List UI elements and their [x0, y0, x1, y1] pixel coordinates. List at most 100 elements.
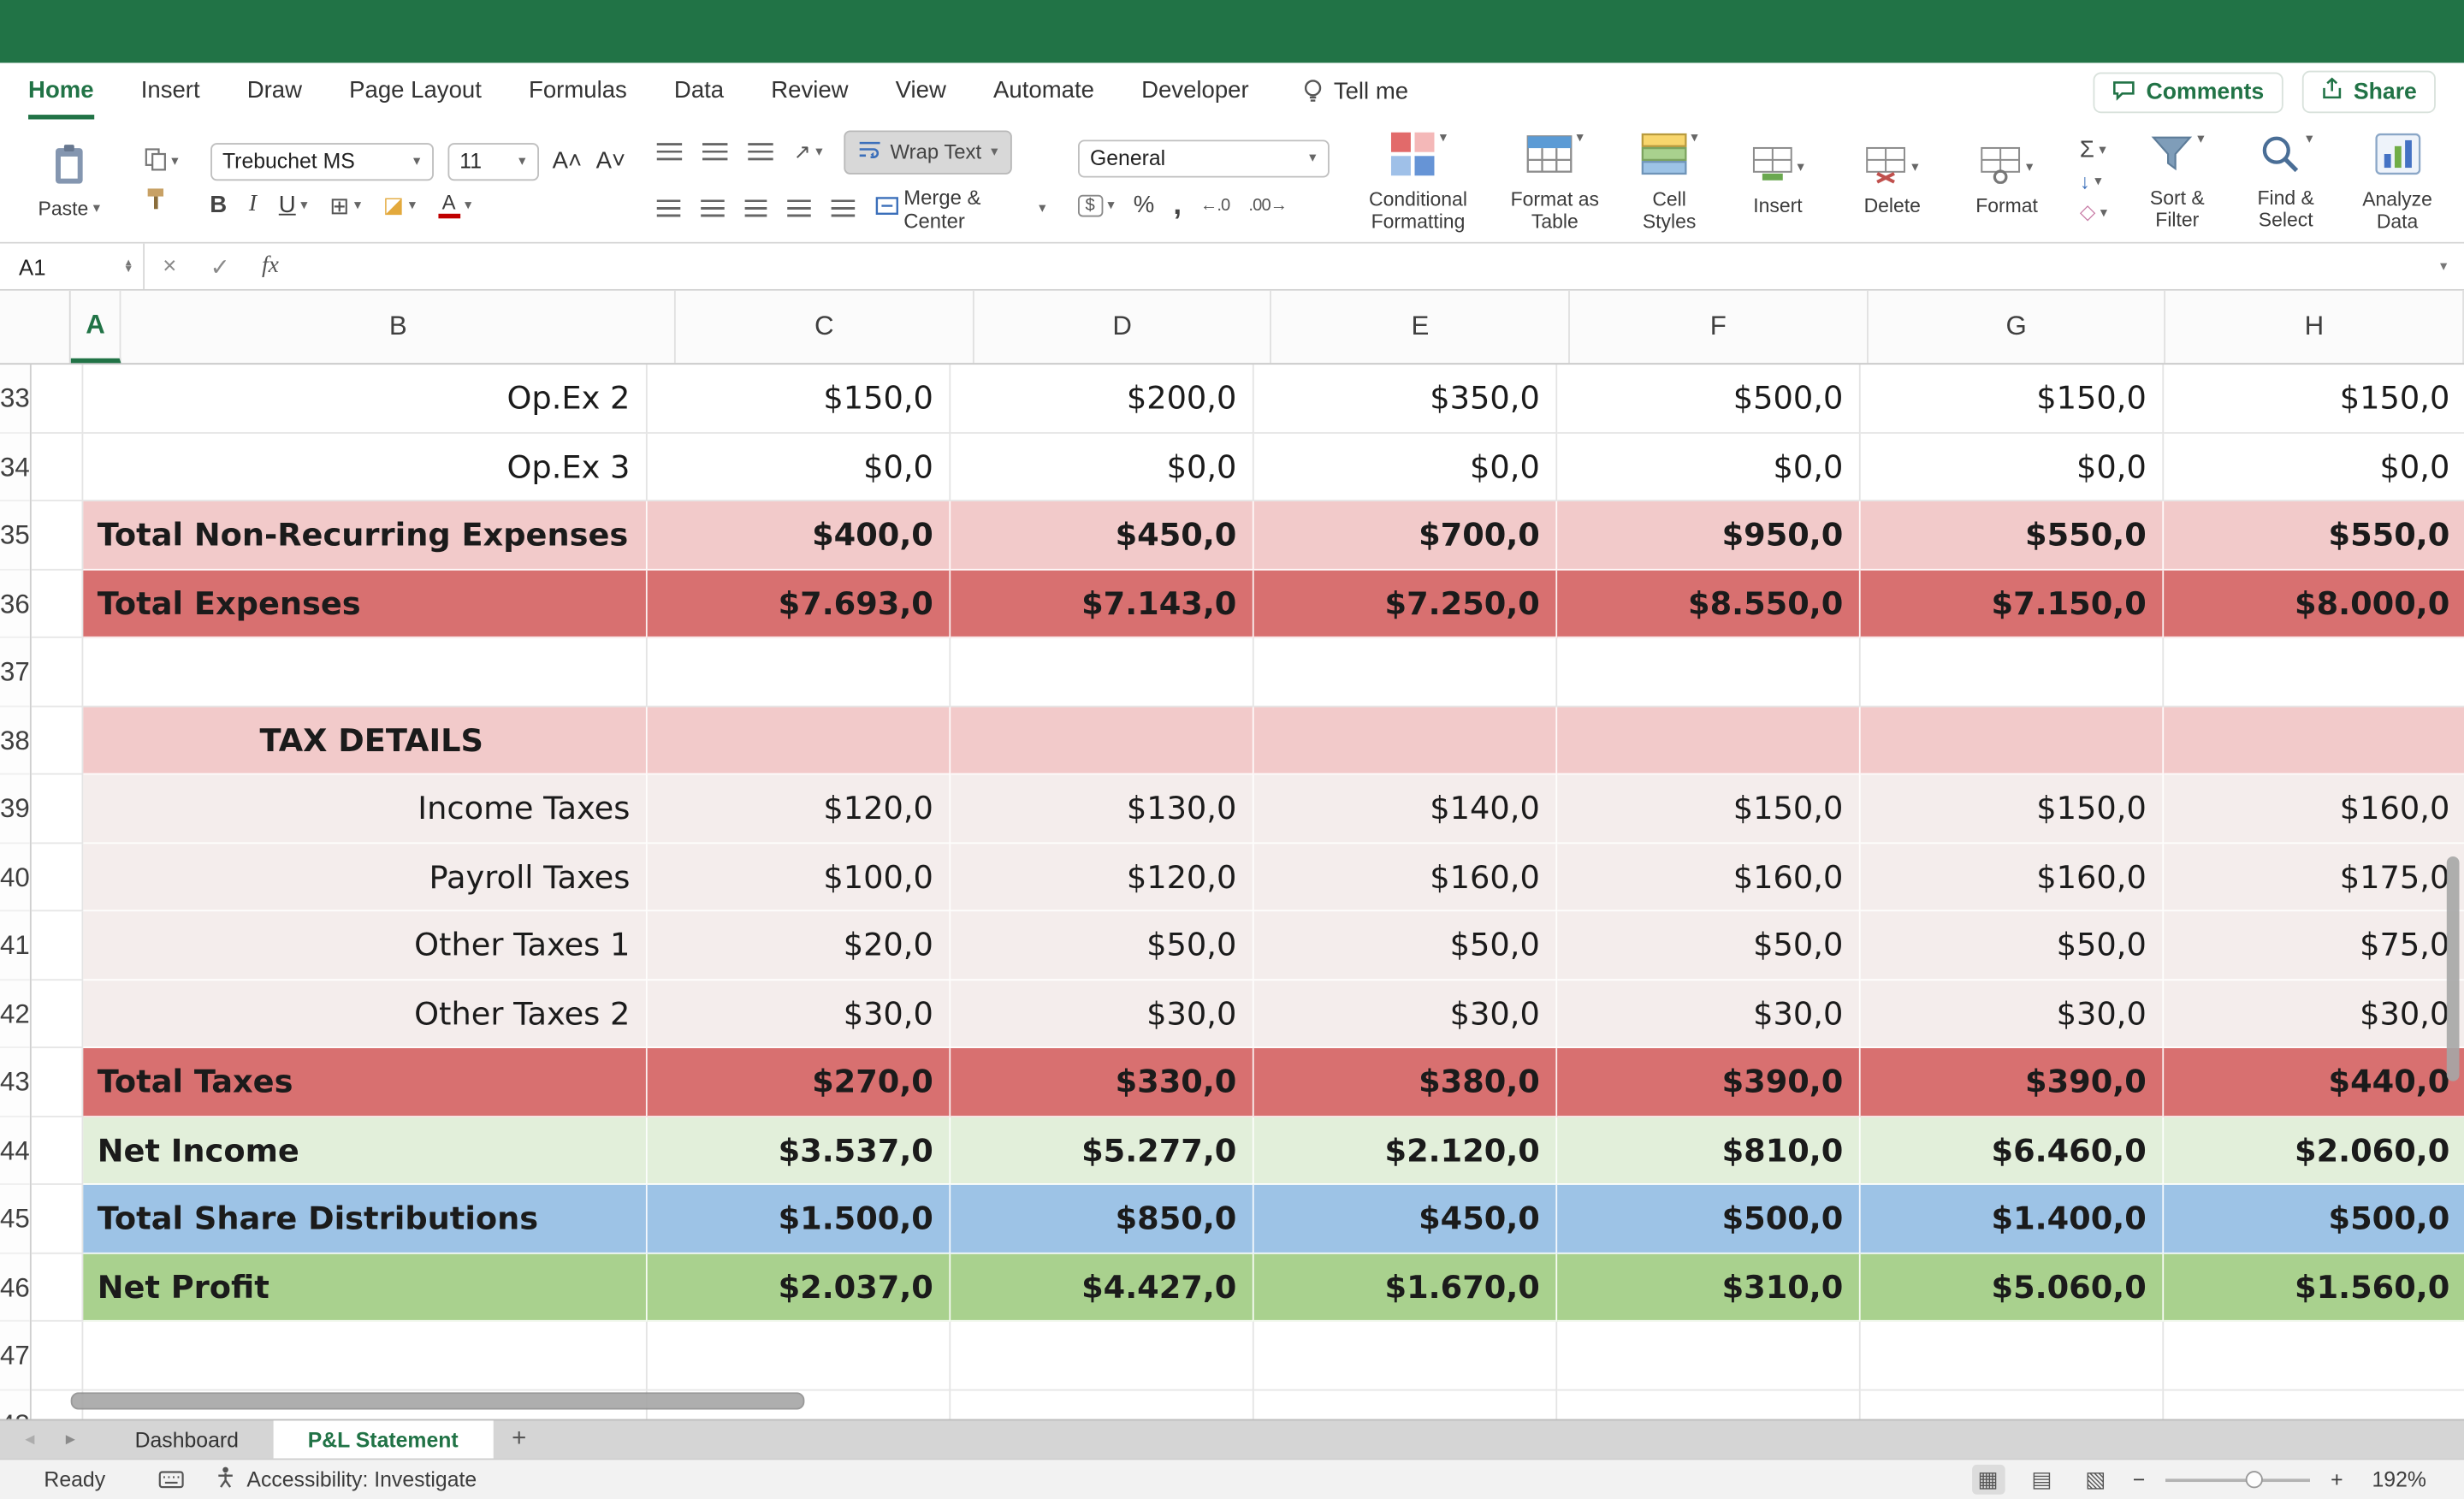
cell-C40[interactable]: $100,0	[647, 843, 951, 912]
cell-F34[interactable]: $0,0	[1557, 433, 1861, 501]
cell-B40[interactable]: Payroll Taxes	[83, 843, 648, 912]
cell-A43[interactable]	[31, 1048, 84, 1117]
cell-H45[interactable]: $500,0	[2164, 1184, 2464, 1253]
cell-E45[interactable]: $450,0	[1253, 1184, 1558, 1253]
column-header-G[interactable]: G	[1868, 290, 2166, 364]
cell-F43[interactable]: $390,0	[1557, 1048, 1861, 1117]
cell-D40[interactable]: $120,0	[951, 843, 1254, 912]
cell-D41[interactable]: $50,0	[951, 911, 1254, 981]
cell-D33[interactable]: $200,0	[951, 364, 1254, 434]
cell-A34[interactable]	[31, 433, 84, 501]
cell-E48[interactable]	[1254, 1389, 1558, 1419]
decrease-font-size-button[interactable]: A˅	[595, 147, 626, 175]
row-number-37[interactable]: 37	[0, 638, 30, 707]
cell-E36[interactable]: $7.250,0	[1253, 569, 1558, 638]
column-header-D[interactable]: D	[974, 290, 1272, 364]
cell-E44[interactable]: $2.120,0	[1253, 1116, 1558, 1185]
cell-H35[interactable]: $550,0	[2164, 501, 2464, 570]
column-header-F[interactable]: F	[1570, 290, 1869, 364]
align-bottom-icon[interactable]	[748, 143, 773, 161]
increase-decimal-button[interactable]: ←.0	[1200, 195, 1230, 215]
cell-D35[interactable]: $450,0	[951, 501, 1254, 570]
zoom-level[interactable]: 192%	[2372, 1467, 2426, 1492]
format-painter-button[interactable]	[145, 187, 179, 215]
cell-A39[interactable]	[31, 774, 84, 844]
cell-C44[interactable]: $3.537,0	[647, 1116, 951, 1185]
cell-F35[interactable]: $950,0	[1557, 501, 1861, 570]
accounting-format-button[interactable]: $ ▾	[1077, 193, 1115, 216]
next-sheet-icon[interactable]: ►	[62, 1431, 79, 1449]
wrap-text-button[interactable]: Wrap Text ▾	[843, 129, 1012, 174]
cell-E43[interactable]: $380,0	[1253, 1048, 1558, 1117]
decrease-indent-icon[interactable]	[788, 199, 812, 217]
clear-button[interactable]: ◇ ▾	[2080, 199, 2107, 224]
insert-function-button[interactable]: fx	[261, 252, 279, 279]
select-all-corner[interactable]	[0, 290, 71, 364]
ribbon-tab-page-layout[interactable]: Page Layout	[349, 76, 482, 104]
cell-C42[interactable]: $30,0	[647, 980, 951, 1049]
align-center-icon[interactable]	[700, 199, 725, 217]
cell-H46[interactable]: $1.560,0	[2164, 1253, 2464, 1322]
row-number-47[interactable]: 47	[0, 1322, 30, 1390]
cell-E38[interactable]	[1253, 706, 1558, 775]
sheet-tab-dashboard[interactable]: Dashboard	[134, 1427, 239, 1452]
conditional-formatting-button[interactable]: ▾ Conditional Formatting	[1360, 129, 1476, 232]
cell-G45[interactable]: $1.400,0	[1860, 1184, 2165, 1253]
row-number-33[interactable]: 33	[0, 364, 30, 434]
orientation-button[interactable]: ↗ ▾	[794, 139, 823, 164]
delete-cells-button[interactable]: ▾ Delete	[1851, 145, 1934, 216]
fill-button[interactable]: ↓ ▾	[2080, 169, 2107, 193]
cell-D38[interactable]	[951, 706, 1254, 775]
cell-F42[interactable]: $30,0	[1557, 980, 1861, 1049]
cell-G36[interactable]: $7.150,0	[1860, 569, 2165, 638]
zoom-in-button[interactable]: +	[2331, 1467, 2343, 1492]
cell-H37[interactable]	[2164, 638, 2464, 707]
cell-D34[interactable]: $0,0	[951, 433, 1254, 501]
font-name-select[interactable]: Trebuchet MS ▾	[210, 142, 434, 181]
normal-view-button[interactable]: ▦	[1971, 1464, 2005, 1495]
column-header-H[interactable]: H	[2166, 290, 2464, 364]
ribbon-tab-automate[interactable]: Automate	[993, 76, 1094, 104]
formula-input[interactable]	[295, 244, 2423, 289]
cell-F33[interactable]: $500,0	[1557, 364, 1861, 434]
cell-E40[interactable]: $160,0	[1253, 843, 1558, 912]
zoom-out-button[interactable]: −	[2132, 1467, 2146, 1492]
column-header-B[interactable]: B	[121, 290, 677, 364]
borders-button[interactable]: ⊞ ▾	[329, 191, 361, 219]
cell-F46[interactable]: $310,0	[1557, 1253, 1861, 1322]
cell-E33[interactable]: $350,0	[1253, 364, 1558, 434]
cell-H43[interactable]: $440,0	[2164, 1048, 2464, 1117]
align-top-icon[interactable]	[656, 143, 683, 161]
cell-G33[interactable]: $150,0	[1860, 364, 2165, 434]
cell-G47[interactable]	[1860, 1321, 2165, 1390]
row-number-36[interactable]: 36	[0, 570, 30, 638]
cell-D46[interactable]: $4.427,0	[951, 1253, 1254, 1322]
cell-G46[interactable]: $5.060,0	[1860, 1253, 2165, 1322]
tell-me-button[interactable]: Tell me	[1302, 62, 1408, 119]
cell-H33[interactable]: $150,0	[2164, 364, 2464, 434]
bold-button[interactable]: B	[210, 192, 228, 219]
row-number-38[interactable]: 38	[0, 707, 30, 775]
cell-A41[interactable]	[31, 911, 84, 981]
cell-A38[interactable]	[31, 706, 84, 775]
cell-A37[interactable]	[31, 637, 84, 707]
sort-filter-button[interactable]: ▾ Sort & Filter	[2139, 130, 2216, 230]
cell-C36[interactable]: $7.693,0	[647, 569, 951, 638]
percent-style-button[interactable]: %	[1133, 192, 1155, 219]
cell-F40[interactable]: $160,0	[1557, 843, 1861, 912]
cell-C33[interactable]: $150,0	[647, 364, 951, 434]
comments-button[interactable]: Comments	[2093, 71, 2283, 113]
cell-G37[interactable]	[1860, 637, 2165, 707]
cell-B36[interactable]: Total Expenses	[83, 569, 648, 638]
zoom-slider[interactable]	[2165, 1470, 2311, 1488]
cell-H44[interactable]: $2.060,0	[2164, 1116, 2464, 1185]
cell-B34[interactable]: Op.Ex 3	[83, 433, 648, 501]
cell-G43[interactable]: $390,0	[1860, 1048, 2165, 1117]
formula-bar-expand-icon[interactable]: ▾	[2439, 258, 2448, 274]
row-number-41[interactable]: 41	[0, 911, 30, 981]
row-number-46[interactable]: 46	[0, 1253, 30, 1322]
add-sheet-button[interactable]: +	[512, 1425, 527, 1453]
cell-G40[interactable]: $160,0	[1860, 843, 2165, 912]
ribbon-tab-review[interactable]: Review	[771, 76, 849, 104]
cell-F48[interactable]	[1557, 1389, 1861, 1419]
